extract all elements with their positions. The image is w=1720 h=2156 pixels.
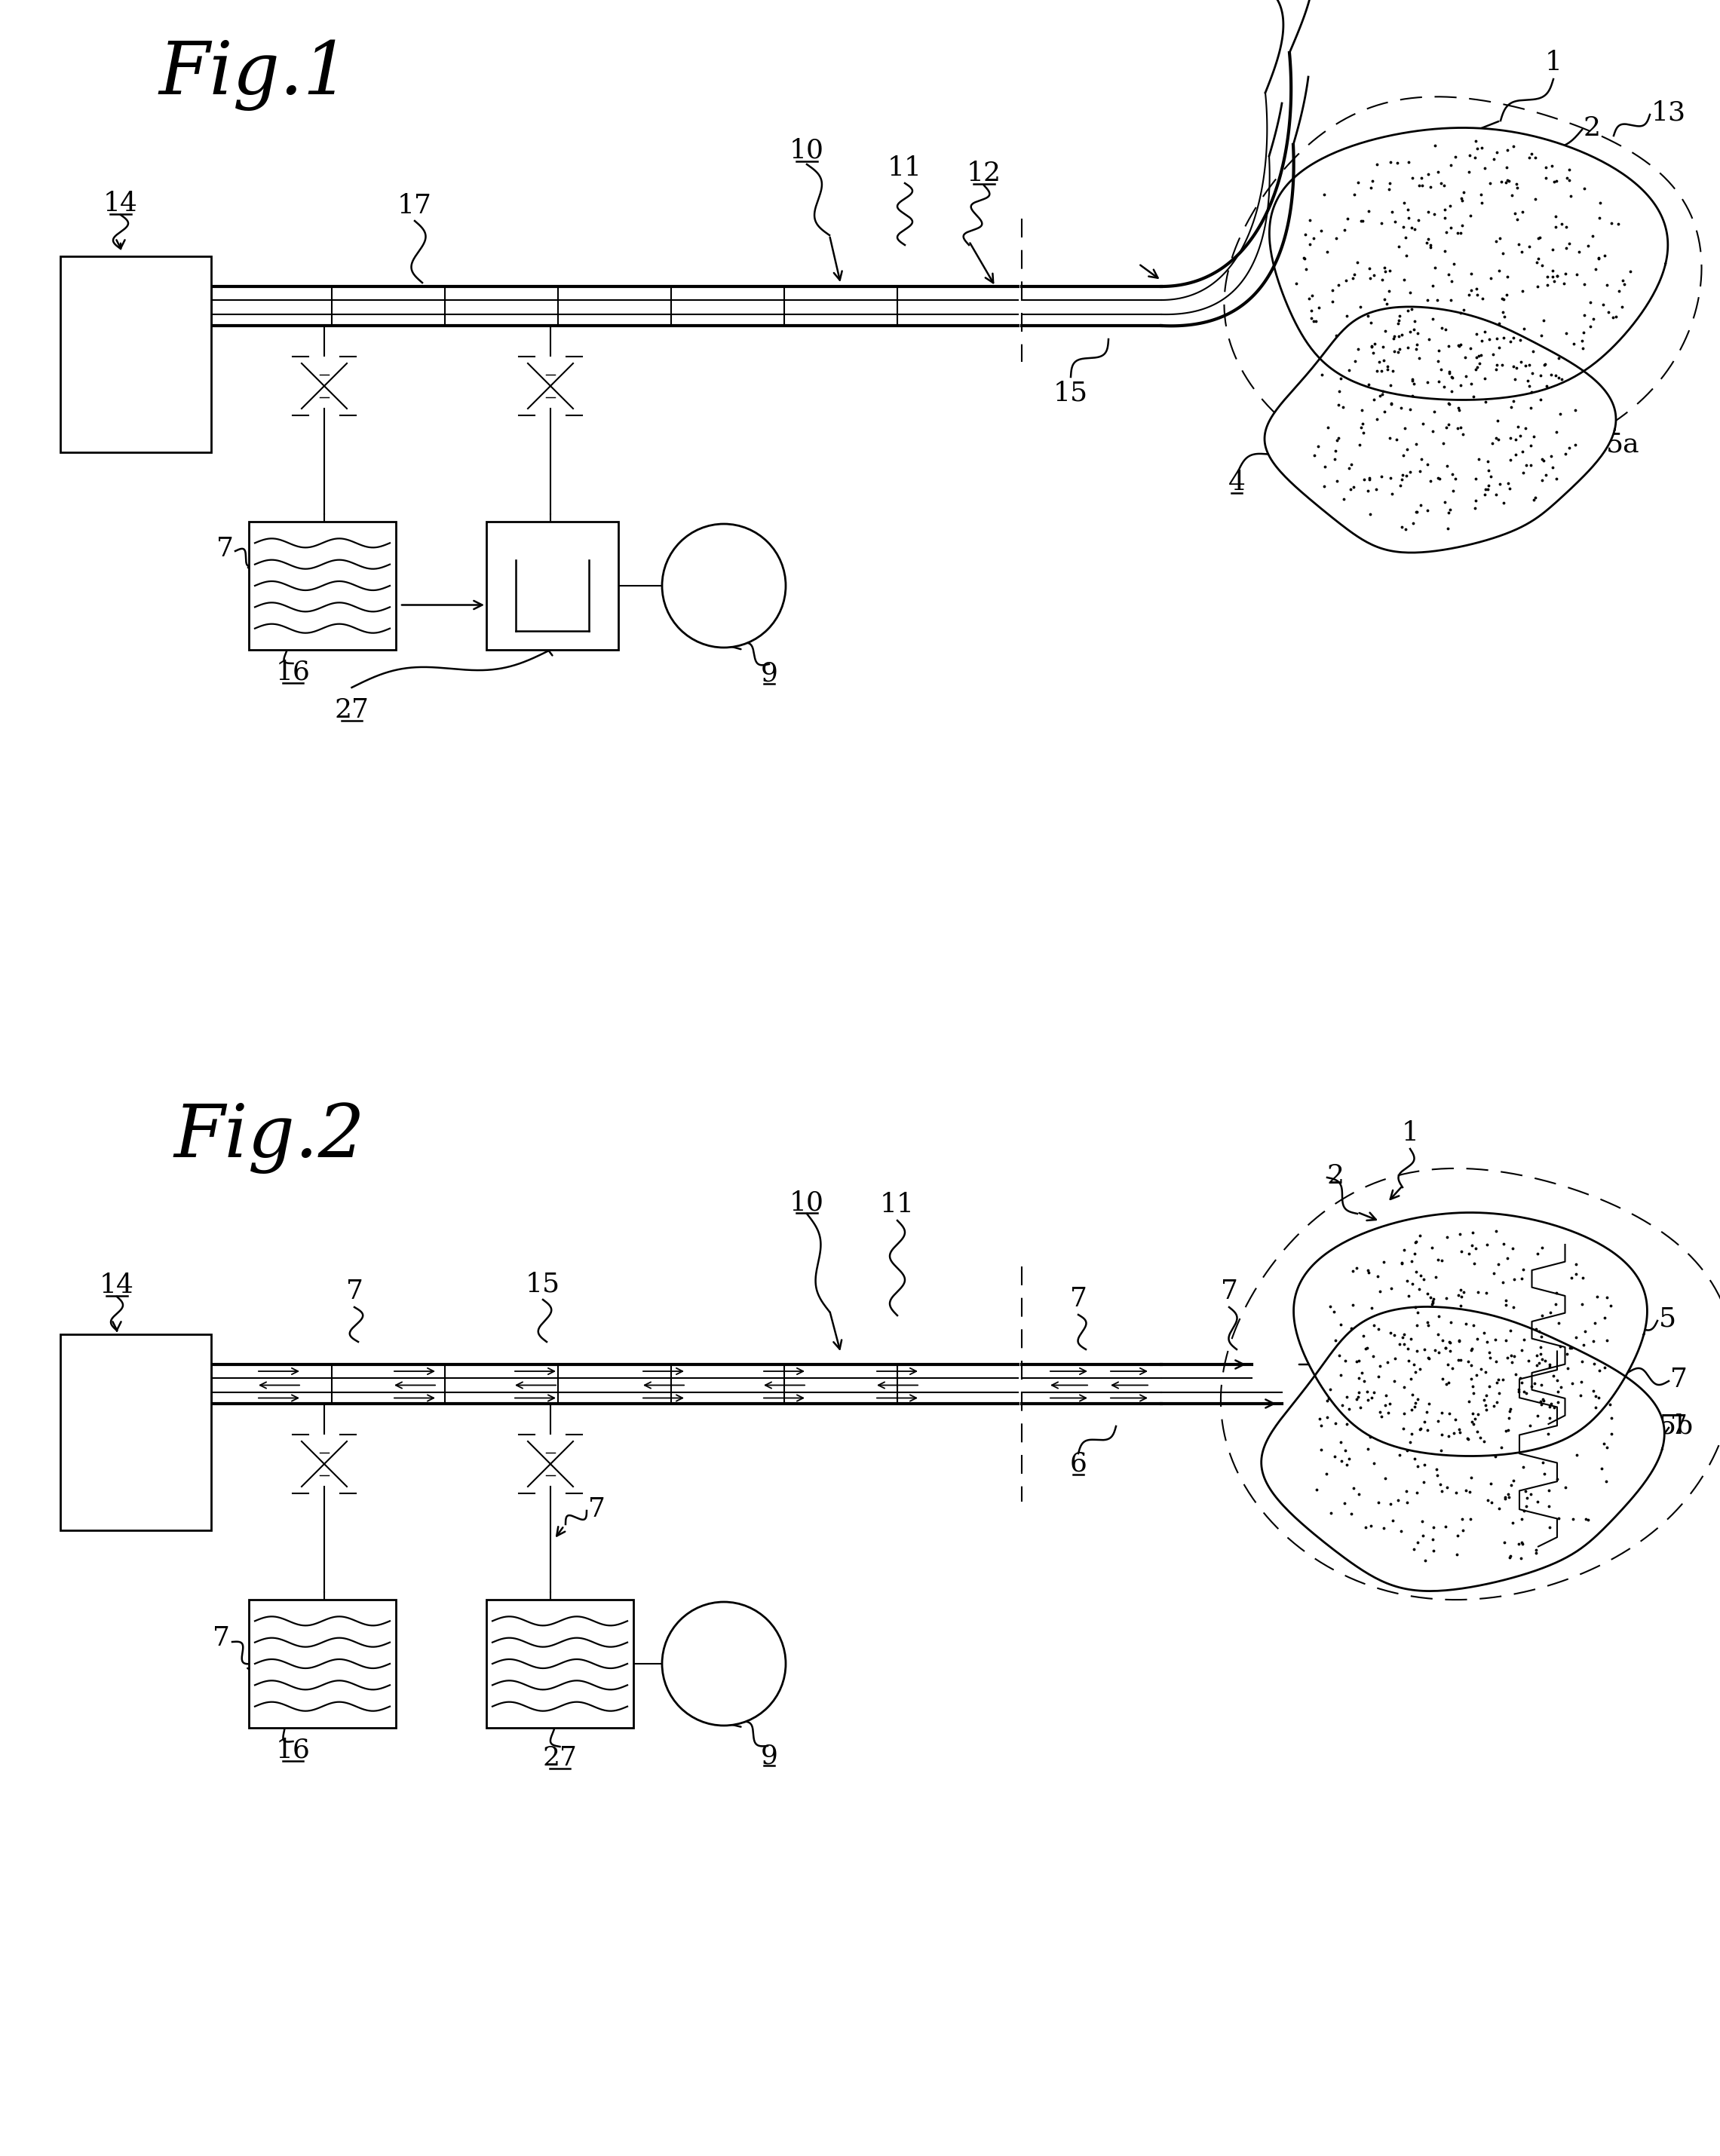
Text: 7: 7 [588,1496,605,1522]
Polygon shape [1269,127,1668,399]
Text: 16: 16 [275,660,310,686]
Circle shape [662,524,786,647]
Polygon shape [1293,1212,1648,1455]
Text: 11: 11 [881,1192,915,1218]
Bar [249,522,396,649]
Text: 7: 7 [1311,1505,1328,1529]
Polygon shape [1261,1307,1665,1591]
Text: 5b: 5b [1658,1414,1694,1438]
Text: 12: 12 [967,160,1001,185]
Bar [60,1335,212,1531]
Text: 5a: 5a [1410,1567,1443,1593]
Text: 2: 2 [1584,114,1601,140]
Bar [487,522,617,649]
Text: Fig.1: Fig.1 [158,39,349,110]
Text: 7: 7 [1070,1287,1087,1311]
Text: 5: 5 [1658,1307,1677,1332]
Text: 16: 16 [275,1738,310,1764]
Text: 7: 7 [217,537,234,561]
Text: 15: 15 [1053,382,1089,405]
Text: 5: 5 [1641,235,1658,261]
Text: 7: 7 [346,1279,363,1304]
Text: 1: 1 [1402,1121,1419,1145]
Text: 10: 10 [789,1190,824,1216]
Text: 14: 14 [103,190,138,216]
Bar [60,257,212,453]
Text: 13: 13 [1651,101,1686,125]
Text: 9: 9 [760,1742,777,1768]
Text: 4: 4 [1228,470,1245,496]
Text: 5a: 5a [1606,431,1639,457]
Bar [249,1600,396,1727]
Text: 27: 27 [542,1744,578,1770]
Bar [487,1600,633,1727]
Text: 11: 11 [888,155,922,181]
Text: 2: 2 [1328,1164,1345,1188]
Text: 17: 17 [397,194,432,218]
Text: 9: 9 [760,662,777,688]
Text: 6: 6 [1070,1451,1087,1477]
Polygon shape [1264,306,1615,552]
Text: 7: 7 [213,1626,230,1651]
Text: 27: 27 [334,696,370,722]
Text: 7: 7 [1670,1367,1687,1393]
Text: 7: 7 [1221,1279,1238,1304]
Text: 14: 14 [100,1272,134,1298]
Circle shape [662,1602,786,1725]
Text: 1: 1 [1545,50,1562,75]
Text: 15: 15 [526,1272,561,1296]
Text: 7: 7 [1670,1414,1687,1438]
Text: Fig.2: Fig.2 [174,1102,365,1175]
Text: 10: 10 [789,138,824,164]
